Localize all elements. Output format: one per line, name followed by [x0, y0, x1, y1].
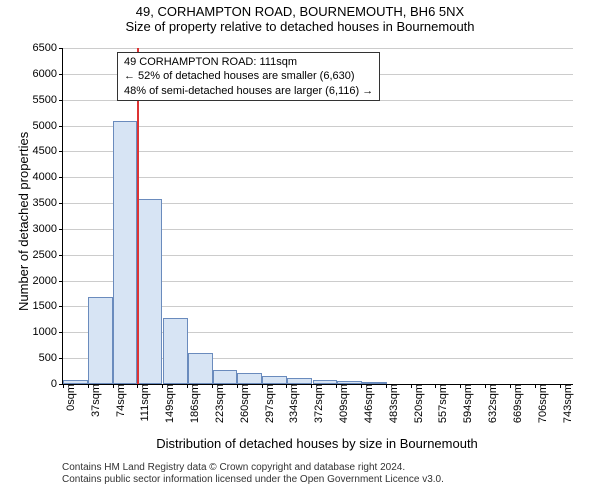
x-tick-label: 223sqm — [212, 384, 226, 423]
histogram-bar — [88, 297, 113, 384]
x-tick-label: 186sqm — [187, 384, 201, 423]
chart-title: 49, CORHAMPTON ROAD, BOURNEMOUTH, BH6 5N… — [0, 4, 600, 19]
y-axis-label: Number of detached properties — [16, 132, 31, 311]
gridline — [63, 48, 573, 49]
x-tick-label: 372sqm — [311, 384, 325, 423]
footnote-line-2: Contains public sector information licen… — [62, 474, 444, 486]
y-tick-label: 2000 — [33, 275, 63, 287]
x-tick-label: 669sqm — [510, 384, 524, 423]
histogram-bar — [237, 373, 262, 384]
x-tick-label: 149sqm — [162, 384, 176, 423]
chart-container: 49, CORHAMPTON ROAD, BOURNEMOUTH, BH6 5N… — [0, 4, 600, 504]
y-tick-label: 0 — [51, 378, 63, 390]
x-tick-label: 297sqm — [262, 384, 276, 423]
x-tick-label: 260sqm — [237, 384, 251, 423]
y-tick-label: 3500 — [33, 197, 63, 209]
x-tick-label: 594sqm — [460, 384, 474, 423]
gridline — [63, 177, 573, 178]
info-line-1: 49 CORHAMPTON ROAD: 111sqm — [124, 55, 373, 69]
x-tick-label: 520sqm — [411, 384, 425, 423]
histogram-bar — [113, 121, 138, 384]
histogram-bar — [137, 199, 162, 384]
histogram-bar — [163, 318, 188, 384]
y-tick-label: 6500 — [33, 42, 63, 54]
histogram-bar — [262, 376, 287, 384]
x-tick-label: 111sqm — [137, 384, 151, 422]
footnote-line-1: Contains HM Land Registry data © Crown c… — [62, 462, 444, 474]
info-box: 49 CORHAMPTON ROAD: 111sqm ← 52% of deta… — [117, 52, 380, 101]
gridline — [63, 151, 573, 152]
chart-subtitle: Size of property relative to detached ho… — [0, 19, 600, 34]
y-tick-label: 1500 — [33, 300, 63, 312]
histogram-bar — [188, 353, 213, 384]
info-line-3: 48% of semi-detached houses are larger (… — [124, 84, 373, 98]
x-tick-label: 446sqm — [361, 384, 375, 423]
gridline — [63, 126, 573, 127]
y-tick-label: 5000 — [33, 120, 63, 132]
y-tick-label: 3000 — [33, 223, 63, 235]
x-tick-label: 409sqm — [336, 384, 350, 423]
x-tick-label: 483sqm — [386, 384, 400, 423]
x-tick-label: 557sqm — [435, 384, 449, 423]
x-tick-label: 0sqm — [63, 384, 77, 411]
y-tick-label: 6000 — [33, 68, 63, 80]
x-axis-label: Distribution of detached houses by size … — [62, 436, 572, 451]
y-tick-label: 4000 — [33, 171, 63, 183]
y-tick-label: 4500 — [33, 145, 63, 157]
x-tick-label: 37sqm — [88, 384, 102, 417]
info-line-2: ← 52% of detached houses are smaller (6,… — [124, 69, 373, 83]
y-tick-label: 1000 — [33, 326, 63, 338]
histogram-bar — [213, 370, 238, 384]
y-tick-label: 5500 — [33, 94, 63, 106]
footnote: Contains HM Land Registry data © Crown c… — [62, 462, 444, 486]
y-tick-label: 500 — [39, 352, 63, 364]
x-tick-label: 334sqm — [286, 384, 300, 423]
x-tick-label: 706sqm — [535, 384, 549, 423]
x-tick-label: 743sqm — [560, 384, 574, 423]
x-tick-label: 74sqm — [113, 384, 127, 417]
x-tick-label: 632sqm — [485, 384, 499, 423]
y-tick-label: 2500 — [33, 249, 63, 261]
